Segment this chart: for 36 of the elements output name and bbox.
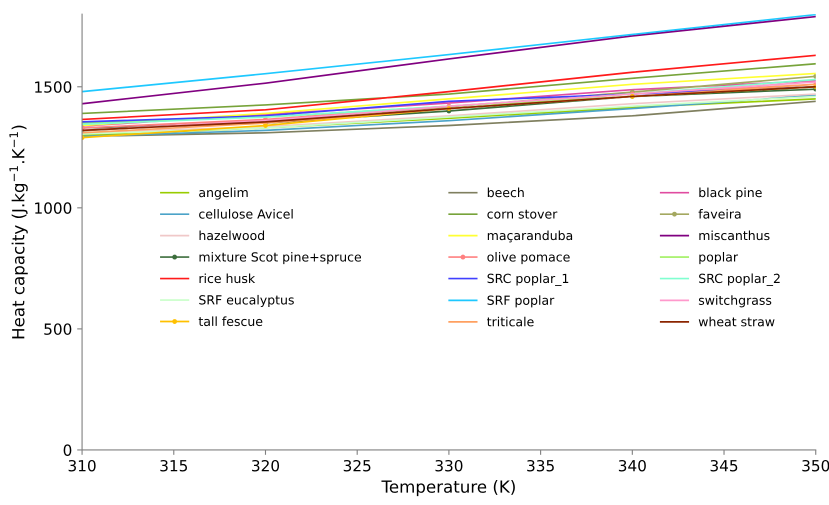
- legend-label: angelim: [199, 188, 248, 200]
- x-tick-label: 315: [160, 460, 188, 472]
- x-tick-label: 330: [435, 460, 462, 472]
- y-axis-title: Heat capacity (J.kg$^{−1}$.K$^{−1}$): [9, 126, 28, 338]
- legend-label: faveira: [698, 209, 741, 219]
- legend-label: SRC poplar_1: [488, 273, 568, 286]
- y-tick-label: 0: [64, 444, 72, 456]
- legend-label: switchgrass: [698, 295, 772, 308]
- legend-label: mixture Scot pine+spruce: [200, 252, 362, 264]
- y-tick-label: 1500: [35, 81, 72, 93]
- x-axis-title: Temperature (K): [381, 480, 515, 496]
- legend-label: miscanthus: [699, 230, 770, 240]
- y-tick-label: 500: [44, 323, 72, 335]
- legend-label: beech: [488, 188, 524, 198]
- x-tick-label: 340: [618, 460, 646, 472]
- legend-label: maçaranduba: [488, 230, 572, 242]
- x-tick-label: 310: [68, 460, 96, 472]
- legend-label: wheat straw: [698, 316, 775, 326]
- x-tick-label: 320: [252, 460, 280, 472]
- legend-label: poplar: [699, 252, 738, 264]
- legend-label: black pine: [699, 188, 762, 200]
- x-tick-label: 345: [710, 460, 738, 472]
- legend-label: SRC poplar_2: [699, 273, 780, 286]
- legend-label: cellulose Avicel: [199, 209, 293, 219]
- legend-label: rice husk: [200, 273, 256, 284]
- x-tick-label: 335: [527, 460, 554, 472]
- legend-label: SRF poplar: [488, 295, 554, 308]
- legend-label: hazelwood: [200, 230, 264, 240]
- legend-label: olive pomace: [487, 252, 570, 264]
- x-tick-label: 325: [344, 460, 370, 472]
- legend-label: SRF eucalyptus: [199, 294, 294, 308]
- legend-label: corn stover: [487, 210, 558, 219]
- y-tick-label: 1000: [35, 202, 72, 214]
- x-tick-label: 350: [802, 460, 829, 472]
- legend-label: triticale: [487, 316, 534, 326]
- legend-label: tall fescue: [198, 316, 262, 326]
